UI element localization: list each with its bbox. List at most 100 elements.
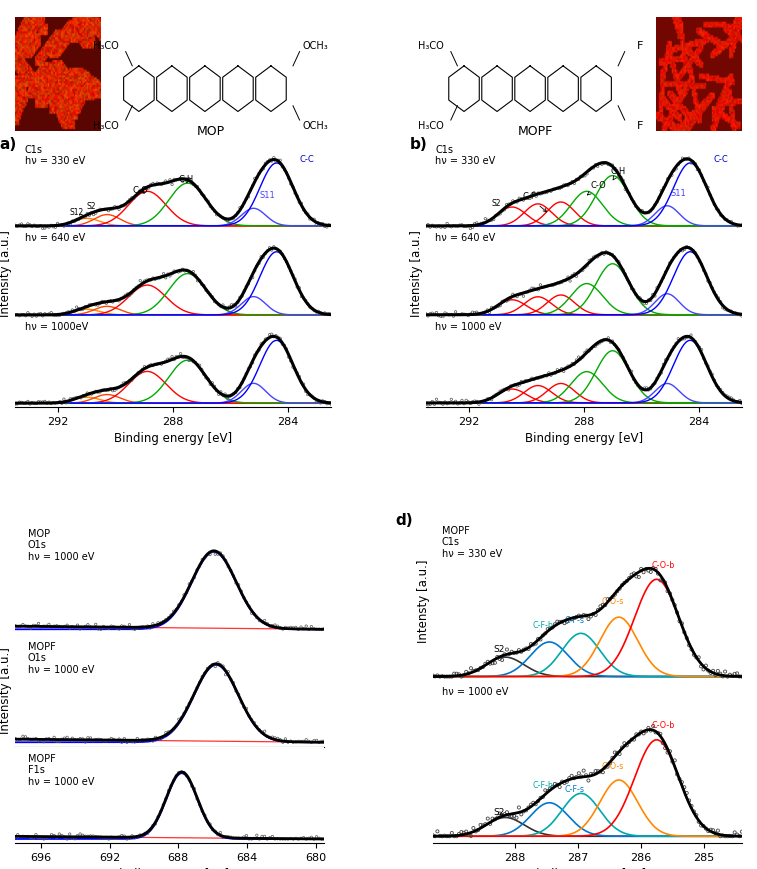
Point [628, 733, 640, 746]
Point [727, 217, 740, 231]
Point [243, 832, 255, 846]
Point [453, 218, 466, 232]
Text: C-H: C-H [179, 175, 194, 184]
Point [15, 308, 27, 322]
Point [279, 163, 291, 176]
Point [201, 815, 213, 829]
Point [215, 209, 227, 223]
Point [527, 638, 539, 652]
Point [446, 670, 458, 684]
Point [145, 733, 157, 746]
Point [145, 823, 157, 837]
Point [98, 831, 110, 845]
Point [53, 734, 65, 748]
Point [131, 621, 143, 635]
Point [170, 769, 182, 783]
Point [176, 594, 188, 608]
Point [181, 769, 193, 783]
Point [221, 391, 233, 405]
Point [439, 395, 451, 409]
Point [17, 618, 29, 632]
Point [492, 208, 504, 222]
Point [82, 731, 94, 745]
Point [68, 304, 80, 318]
Point [170, 173, 182, 187]
Point [235, 584, 248, 598]
Point [606, 334, 618, 348]
Point [617, 263, 629, 277]
Point [519, 374, 531, 388]
Point [611, 163, 623, 177]
Point [477, 395, 489, 408]
Point [255, 249, 267, 263]
Point [238, 700, 250, 713]
Point [530, 189, 542, 203]
Point [473, 397, 485, 411]
Point [516, 645, 528, 659]
Point [699, 267, 712, 281]
Point [569, 176, 581, 190]
Point [460, 825, 472, 839]
Point [727, 307, 740, 321]
Point [87, 733, 99, 747]
Point [553, 276, 565, 290]
Point [298, 203, 310, 217]
Point [467, 821, 479, 835]
Point [95, 830, 107, 844]
Point [426, 218, 438, 232]
Point [726, 669, 738, 683]
Point [230, 684, 242, 698]
Point [308, 622, 320, 636]
Point [472, 663, 484, 677]
Point [448, 829, 460, 843]
Point [58, 830, 70, 844]
Point [600, 245, 612, 259]
Point [568, 611, 580, 625]
Point [109, 200, 121, 214]
Point [126, 829, 138, 843]
Text: MOPF: MOPF [518, 125, 553, 138]
Point [236, 289, 248, 303]
Point [547, 182, 559, 196]
Point [506, 288, 519, 302]
Point [505, 291, 517, 305]
Point [736, 670, 748, 684]
Point [656, 366, 668, 380]
Point [666, 343, 678, 357]
Point [56, 218, 68, 232]
Point [640, 381, 653, 395]
Point [726, 829, 738, 843]
Point [102, 295, 114, 308]
Point [126, 622, 138, 636]
Point [204, 288, 217, 302]
Point [456, 307, 468, 321]
Point [234, 290, 246, 304]
Point [67, 214, 79, 228]
Point [199, 551, 211, 565]
Point [585, 161, 597, 175]
Point [441, 216, 453, 230]
Point [149, 817, 161, 831]
Point [35, 733, 47, 746]
Point [600, 156, 612, 169]
Point [45, 828, 58, 842]
Point [492, 387, 504, 401]
Point [168, 264, 180, 278]
Point [698, 263, 710, 277]
Point [96, 383, 108, 397]
Point [36, 222, 48, 235]
Point [173, 713, 185, 726]
Point [157, 798, 170, 812]
Point [30, 732, 42, 746]
Point [582, 773, 594, 787]
Point [82, 829, 94, 843]
Point [147, 176, 159, 190]
Point [295, 734, 307, 748]
Point [420, 219, 432, 233]
Point [653, 279, 665, 293]
Point [266, 154, 278, 168]
Text: C-F-b: C-F-b [533, 621, 553, 630]
Point [40, 732, 52, 746]
Text: H₃CO: H₃CO [418, 41, 444, 51]
Point [659, 353, 671, 367]
